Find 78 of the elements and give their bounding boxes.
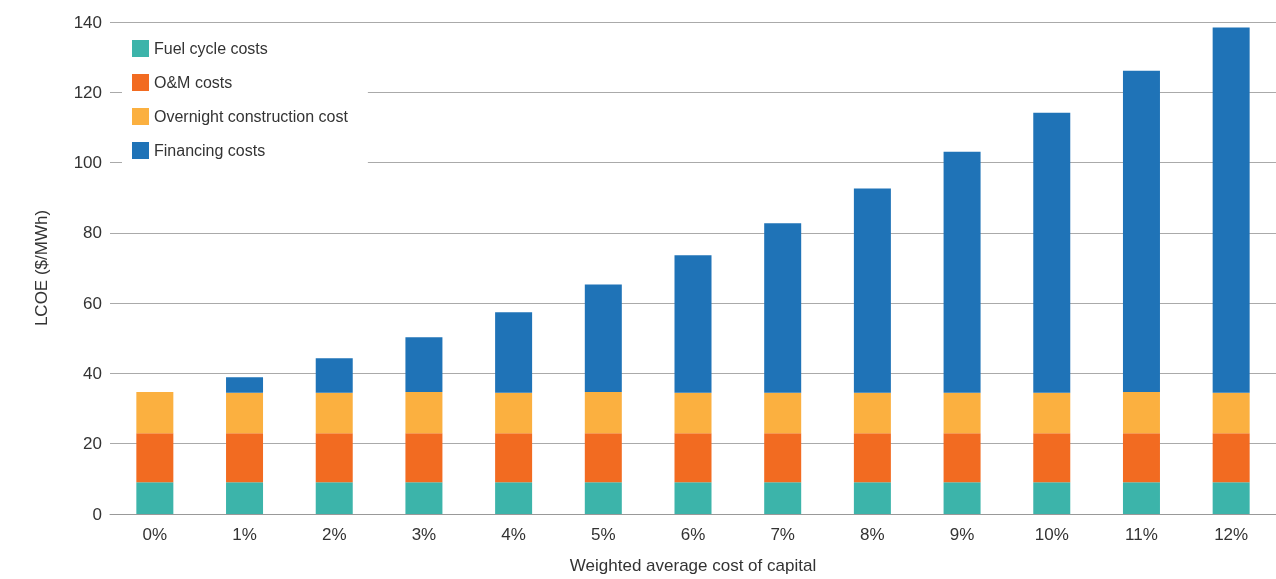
- bar: [1033, 112, 1071, 393]
- bar: [1212, 433, 1250, 483]
- bar: [315, 433, 353, 483]
- y-axis-title: LCOE ($/MWh): [32, 209, 51, 327]
- bar: [584, 482, 622, 514]
- bar: [495, 482, 533, 514]
- bar: [1212, 392, 1250, 434]
- bar: [674, 392, 712, 434]
- bar: [495, 312, 533, 393]
- bar: [764, 392, 802, 434]
- y-tick-label: 0: [92, 504, 102, 524]
- x-tick-label: 5%: [591, 525, 616, 544]
- bar: [136, 433, 174, 483]
- bar: [584, 284, 622, 393]
- bar: [853, 433, 891, 483]
- x-axis-title: Weighted average cost of capital: [569, 556, 817, 575]
- bar: [226, 377, 264, 393]
- bar: [315, 392, 353, 434]
- bar: [226, 392, 264, 434]
- x-tick-label: 7%: [770, 525, 795, 544]
- bar: [495, 392, 533, 434]
- x-tick-label: 4%: [501, 525, 526, 544]
- y-tick-label: 40: [83, 363, 102, 383]
- bar: [315, 482, 353, 514]
- x-tick-label: 1%: [232, 525, 257, 544]
- x-tick-label: 10%: [1034, 525, 1069, 544]
- bar: [853, 482, 891, 514]
- x-tick-label: 11%: [1125, 525, 1158, 544]
- bar: [1212, 27, 1250, 393]
- bar: [226, 433, 264, 483]
- bar: [1212, 482, 1250, 514]
- bar: [674, 482, 712, 514]
- legend-label: Overnight construction cost: [154, 108, 349, 125]
- y-tick-label: 60: [83, 293, 102, 313]
- bar: [405, 433, 443, 483]
- bar: [136, 392, 174, 434]
- bar: [1033, 482, 1071, 514]
- bar: [943, 392, 981, 434]
- bar: [1033, 392, 1071, 434]
- legend-label: Fuel cycle costs: [154, 40, 268, 57]
- bar: [943, 433, 981, 483]
- y-tick-label: 80: [83, 223, 102, 243]
- bar: [943, 151, 981, 393]
- bar: [764, 482, 802, 514]
- y-tick-label: 100: [73, 153, 102, 173]
- x-tick-label: 3%: [411, 525, 437, 544]
- x-tick-label: 2%: [321, 525, 347, 544]
- bar: [853, 392, 891, 434]
- bar: [226, 482, 264, 514]
- bar: [674, 433, 712, 483]
- legend-label: Financing costs: [154, 142, 266, 159]
- x-tick-label: 9%: [949, 525, 975, 544]
- y-tick-label: 120: [73, 82, 102, 102]
- bar: [584, 392, 622, 434]
- x-tick-label: 0%: [142, 525, 168, 544]
- x-tick-label: 8%: [860, 525, 885, 544]
- bar: [1122, 433, 1160, 483]
- bar: [405, 482, 443, 514]
- bar: [1122, 392, 1160, 434]
- bar: [943, 482, 981, 514]
- bar: [405, 392, 443, 434]
- bar: [764, 433, 802, 483]
- bar: [1033, 433, 1071, 483]
- bar: [315, 358, 353, 393]
- bar: [764, 223, 802, 393]
- bar: [1122, 482, 1160, 514]
- bar: [584, 433, 622, 483]
- x-tick-label: 12%: [1214, 525, 1249, 544]
- bar: [495, 433, 533, 483]
- bar: [405, 337, 443, 393]
- bar: [853, 188, 891, 393]
- y-tick-label: 140: [73, 12, 102, 32]
- legend-label: O&M costs: [154, 74, 233, 91]
- bar: [136, 482, 174, 514]
- bar: [674, 255, 712, 393]
- y-tick-label: 20: [83, 434, 102, 454]
- x-tick-label: 6%: [680, 525, 706, 544]
- bar: [1122, 70, 1160, 393]
